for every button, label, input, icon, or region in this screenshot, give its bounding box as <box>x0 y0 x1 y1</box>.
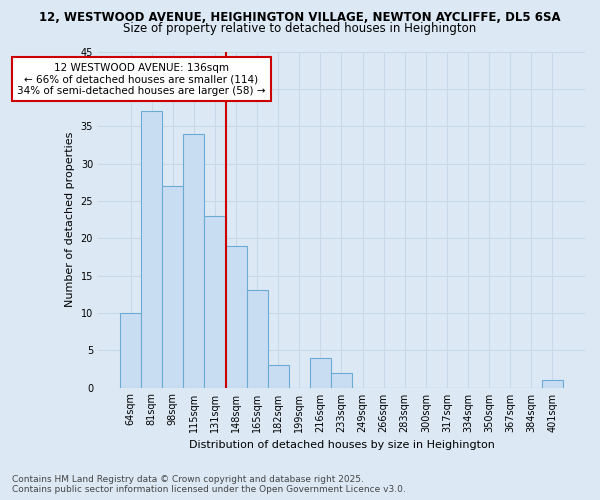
Text: 12 WESTWOOD AVENUE: 136sqm
← 66% of detached houses are smaller (114)
34% of sem: 12 WESTWOOD AVENUE: 136sqm ← 66% of deta… <box>17 62 265 96</box>
Bar <box>331 372 352 388</box>
Text: Contains HM Land Registry data © Crown copyright and database right 2025.
Contai: Contains HM Land Registry data © Crown c… <box>12 474 406 494</box>
Bar <box>162 186 184 388</box>
Bar <box>226 246 247 388</box>
X-axis label: Distribution of detached houses by size in Heighington: Distribution of detached houses by size … <box>188 440 494 450</box>
Bar <box>184 134 205 388</box>
Text: Size of property relative to detached houses in Heighington: Size of property relative to detached ho… <box>124 22 476 35</box>
Bar <box>205 216 226 388</box>
Bar <box>141 111 162 388</box>
Bar <box>542 380 563 388</box>
Text: 12, WESTWOOD AVENUE, HEIGHINGTON VILLAGE, NEWTON AYCLIFFE, DL5 6SA: 12, WESTWOOD AVENUE, HEIGHINGTON VILLAGE… <box>39 11 561 24</box>
Bar <box>247 290 268 388</box>
Bar <box>120 313 141 388</box>
Y-axis label: Number of detached properties: Number of detached properties <box>65 132 75 307</box>
Bar <box>268 365 289 388</box>
Bar <box>310 358 331 388</box>
